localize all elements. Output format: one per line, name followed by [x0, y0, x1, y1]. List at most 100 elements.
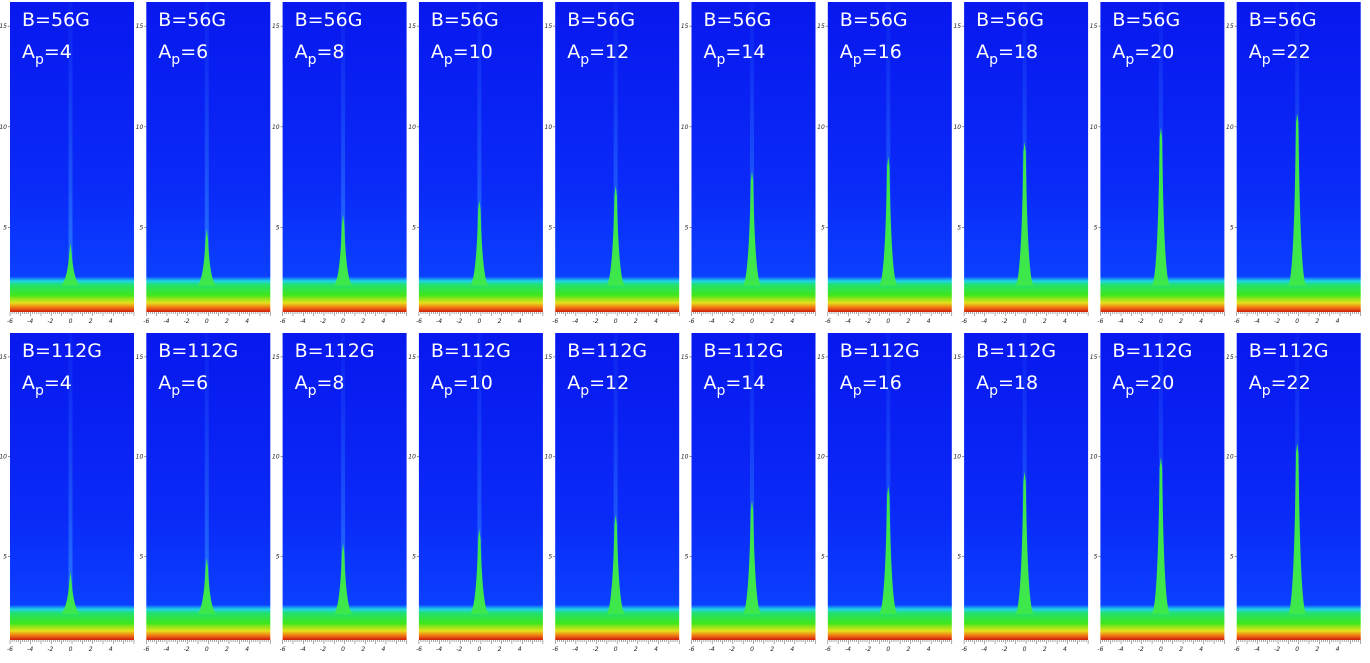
x-tick-label: 0 — [1023, 318, 1027, 325]
x-tick-label: -2 — [456, 318, 462, 325]
y-tick-label: 5 — [412, 224, 416, 231]
x-tick-label: -6 — [1234, 318, 1240, 325]
peak — [606, 514, 625, 615]
amplitude-symbol: A — [158, 372, 171, 394]
x-tick-label: -2 — [320, 646, 326, 653]
panel: B=112G Ap=14 5 10 15 -6 -4 -2 0 2 4 — [681, 333, 816, 653]
y-tick-label: 10 — [408, 124, 416, 131]
amplitude-subscript: p — [444, 52, 453, 68]
x-tick-label: -2 — [184, 318, 190, 325]
x-tick-label: 0 — [750, 646, 754, 653]
amplitude-value: =8 — [316, 41, 344, 63]
amplitude-value: =20 — [1134, 372, 1174, 394]
y-tick-label: 15 — [1090, 23, 1098, 30]
amplitude-subscript: p — [35, 383, 44, 399]
amplitude-symbol: A — [976, 372, 989, 394]
x-tick-label: -2 — [865, 646, 871, 653]
x-tick-label: 4 — [381, 318, 385, 325]
x-tick-label: 0 — [477, 646, 481, 653]
x-tick-label: -2 — [47, 646, 53, 653]
x-tick-label: 2 — [1043, 646, 1047, 653]
x-tick-label: 0 — [886, 318, 890, 325]
amplitude-subscript: p — [171, 52, 180, 68]
x-tick-label: 2 — [770, 318, 774, 325]
y-tick-label: 10 — [953, 124, 961, 131]
x-tick-label: 2 — [361, 318, 365, 325]
peak — [61, 243, 80, 286]
amplitude-label: Ap=10 — [431, 372, 493, 399]
amplitude-subscript: p — [35, 52, 44, 68]
x-tick-label: -4 — [436, 318, 442, 325]
beam — [204, 333, 209, 611]
beam — [613, 2, 618, 282]
y-tick-label: 5 — [685, 553, 689, 560]
amplitude-value: =22 — [1271, 372, 1311, 394]
amplitude-subscript: p — [853, 383, 862, 399]
x-tick-label: 4 — [1199, 646, 1203, 653]
field-label: B=112G — [976, 340, 1056, 362]
x-tick-label: -4 — [27, 318, 33, 325]
field-label: B=56G — [295, 9, 363, 31]
x-tick-label: -4 — [709, 646, 715, 653]
amplitude-symbol: A — [976, 41, 989, 63]
amplitude-label: Ap=8 — [295, 41, 345, 68]
y-tick-label: 5 — [139, 553, 143, 560]
panel: B=112G Ap=4 5 10 15 -6 -4 -2 0 2 4 — [0, 333, 135, 653]
y-tick-label: 10 — [681, 454, 689, 461]
beam — [477, 2, 482, 282]
amplitude-value: =14 — [725, 41, 765, 63]
beam — [886, 333, 891, 611]
y-tick-label: 15 — [953, 23, 961, 30]
amplitude-value: =20 — [1134, 41, 1174, 63]
x-tick-label: -2 — [1138, 318, 1144, 325]
x-tick-label: -4 — [981, 646, 987, 653]
x-tick-label: 2 — [907, 646, 911, 653]
y-tick-label: 15 — [136, 354, 144, 361]
y-tick-label: 10 — [817, 124, 825, 131]
amplitude-value: =6 — [180, 372, 208, 394]
x-tick-label: -4 — [572, 318, 578, 325]
field-label: B=112G — [1249, 340, 1329, 362]
panel: B=112G Ap=22 5 10 15 -6 -4 -2 0 2 4 — [1226, 333, 1361, 653]
panel: B=112G Ap=18 5 10 15 -6 -4 -2 0 2 4 — [953, 333, 1089, 653]
x-tick-label: -4 — [845, 646, 851, 653]
amplitude-value: =18 — [998, 372, 1038, 394]
y-tick-label: 5 — [1094, 553, 1098, 560]
amplitude-value: =4 — [44, 372, 72, 394]
amplitude-symbol: A — [431, 372, 444, 394]
y-tick-label: 5 — [3, 224, 7, 231]
amplitude-label: Ap=6 — [158, 372, 208, 399]
amplitude-subscript: p — [171, 383, 180, 399]
x-tick-label: -6 — [143, 646, 149, 653]
field-label: B=56G — [840, 9, 908, 31]
x-tick-label: 2 — [1043, 318, 1047, 325]
panel: B=56G Ap=20 5 10 15 -6 -4 -2 0 2 4 — [1090, 2, 1225, 325]
x-tick-label: -6 — [552, 646, 558, 653]
field-label: B=112G — [295, 340, 375, 362]
y-tick-label: 5 — [957, 553, 961, 560]
panel: B=112G Ap=12 5 10 15 -6 -4 -2 0 2 4 — [545, 333, 680, 653]
x-tick-label: 4 — [245, 646, 249, 653]
x-tick-label: 0 — [341, 646, 345, 653]
x-tick-label: -4 — [1254, 318, 1260, 325]
panel: B=112G Ap=20 5 10 15 -6 -4 -2 0 2 4 — [1090, 333, 1225, 653]
amplitude-value: =6 — [180, 41, 208, 63]
x-tick-label: -4 — [845, 318, 851, 325]
x-tick-label: -4 — [300, 646, 306, 653]
peak — [879, 486, 898, 615]
x-tick-label: -2 — [729, 646, 735, 653]
peak — [470, 200, 489, 286]
x-tick-label: 2 — [770, 646, 774, 653]
x-tick-label: -4 — [163, 646, 169, 653]
x-tick-label: 0 — [69, 646, 73, 653]
x-tick-label: 2 — [634, 318, 638, 325]
x-tick-label: 4 — [1199, 318, 1203, 325]
x-tick-label: 0 — [1159, 318, 1163, 325]
y-tick-label: 15 — [953, 354, 961, 361]
amplitude-symbol: A — [295, 41, 308, 63]
x-tick-label: 4 — [790, 646, 794, 653]
field-label: B=56G — [158, 9, 226, 31]
field-label: B=112G — [704, 340, 784, 362]
x-tick-label: 4 — [518, 646, 522, 653]
x-tick-label: 4 — [927, 318, 931, 325]
